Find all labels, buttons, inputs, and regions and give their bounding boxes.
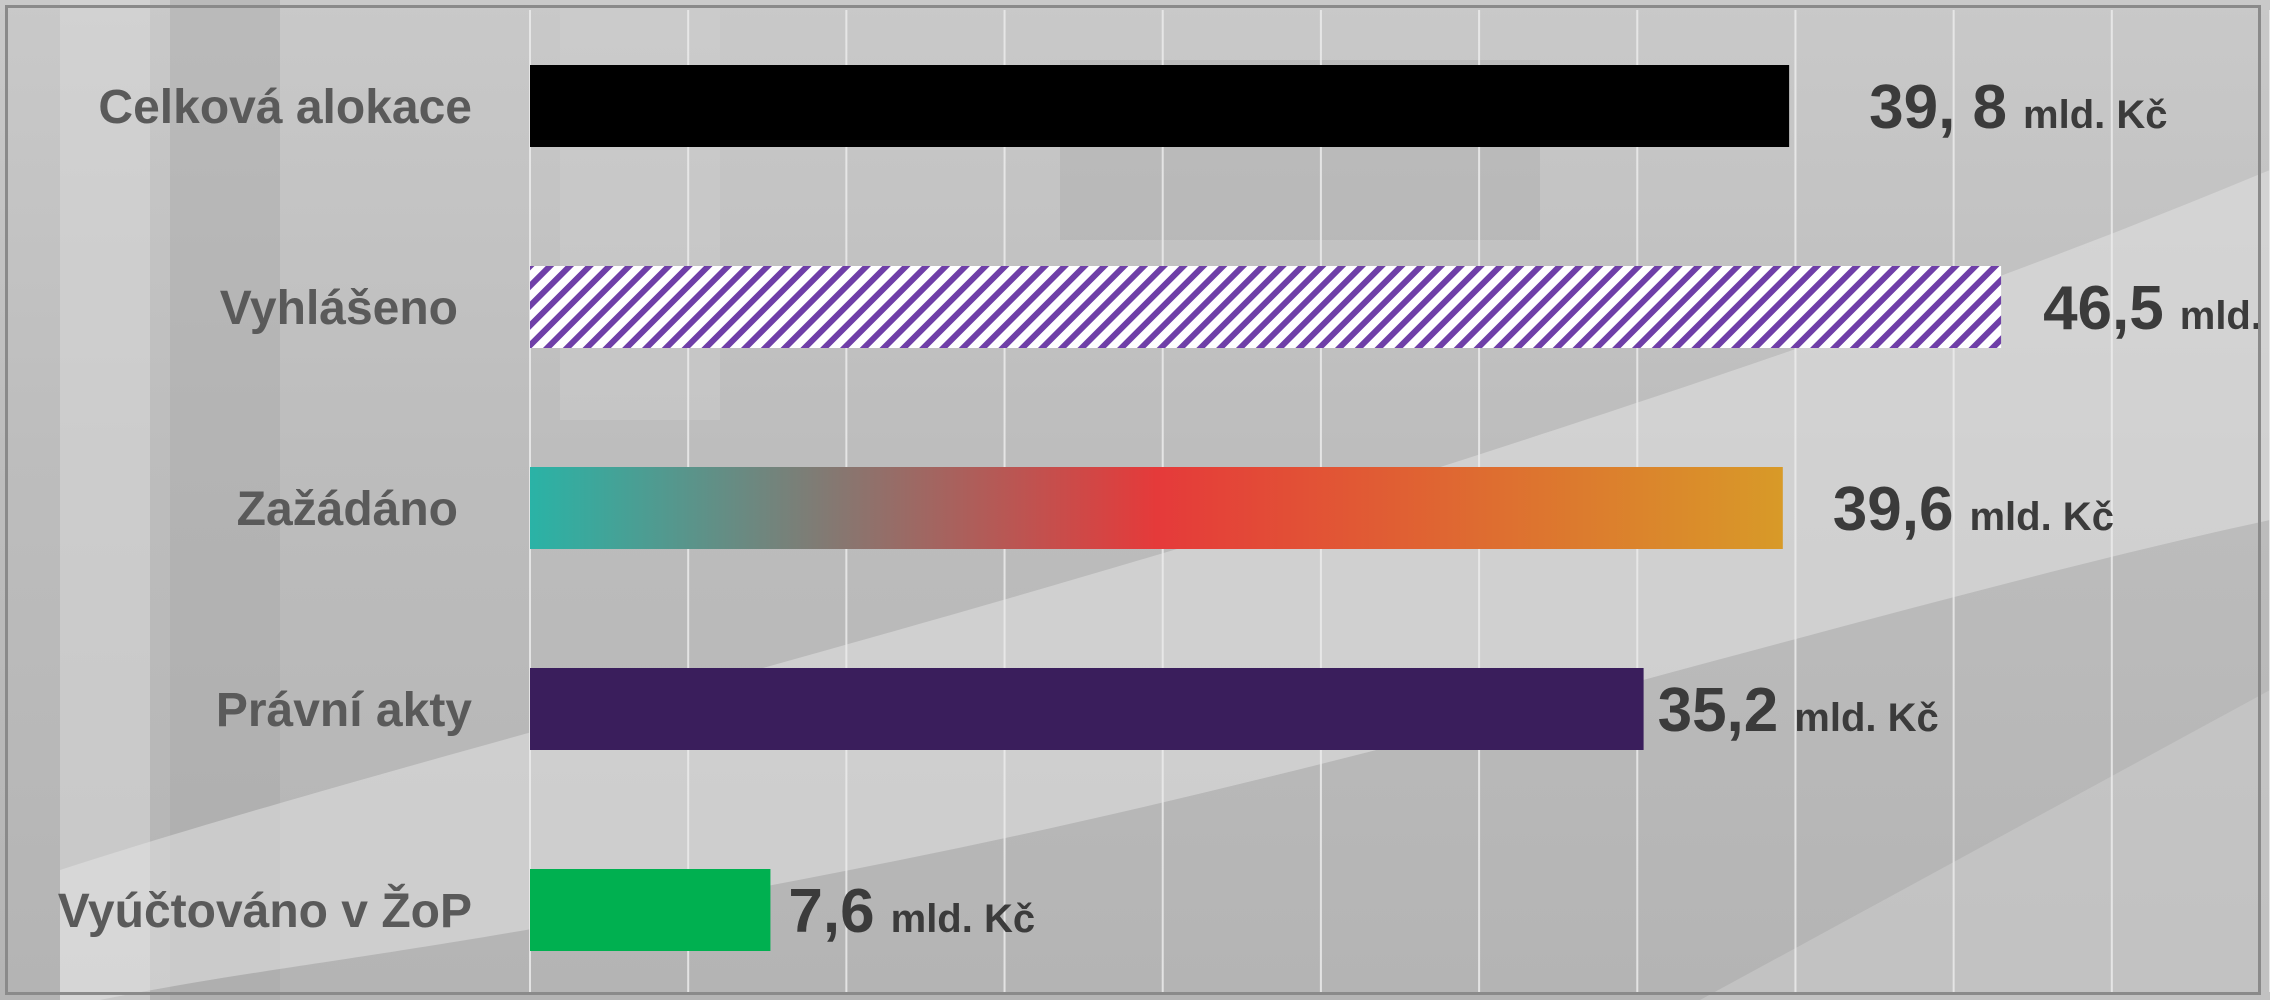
- category-labels: Celková alokace Vyhlášeno Zažádáno Právní a…: [58, 81, 473, 938]
- bar: [530, 668, 1644, 750]
- bars-group: [530, 65, 2002, 951]
- value-label: 39,6 mld. Kč: [1833, 475, 2114, 544]
- bar: [530, 65, 1790, 147]
- category-label: Právní akty: [216, 684, 472, 737]
- bar: [530, 467, 1783, 549]
- category-label: Celková alokace: [98, 81, 472, 134]
- bar: [530, 266, 2002, 348]
- value-label: 7,6 mld. Kč: [788, 877, 1035, 946]
- value-label: 39, 8 mld. Kč: [1869, 73, 2167, 142]
- bar: [530, 869, 771, 951]
- category-label: Vyhlášeno: [220, 282, 458, 335]
- value-label: 35,2 mld. Kč: [1658, 676, 1939, 745]
- category-label: Vyúčtováno v ŽoP: [58, 883, 472, 938]
- category-label: Zažádáno: [237, 483, 458, 536]
